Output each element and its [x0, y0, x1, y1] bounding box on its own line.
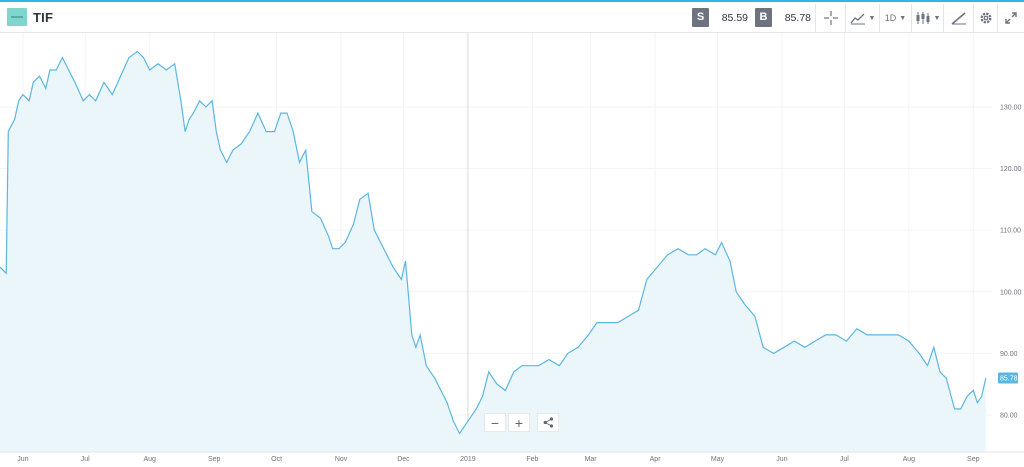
x-tick-label: Sep [967, 456, 980, 463]
top-toolbar: TIF S 85.59 B 85.78 ▼ 1D ▼ ▼ [0, 0, 1024, 33]
y-tick-label: 80.00 [1000, 413, 1018, 420]
price-area-fill [0, 51, 986, 452]
x-tick-label: Jun [17, 456, 28, 463]
y-tick-label: 100.00 [1000, 289, 1022, 296]
plus-icon: + [514, 414, 524, 431]
x-tick-label: Apr [650, 456, 662, 463]
candlestick-icon [916, 12, 930, 24]
line-chart-type-icon [850, 13, 865, 25]
x-tick-label: Dec [397, 456, 410, 463]
last-price-tag: 85.78 [998, 372, 1018, 384]
interval-label: 1D [884, 13, 897, 23]
x-tick-label: 2019 [460, 456, 476, 463]
zoom-out-button[interactable]: − [484, 413, 506, 432]
buy-price: 85.78 [784, 12, 811, 24]
interval-selector[interactable]: 1D ▼ [879, 4, 911, 32]
y-tick-label: 90.00 [1000, 351, 1018, 358]
x-tick-label: Nov [335, 456, 348, 463]
x-tick-label: Aug [144, 456, 157, 463]
x-axis-labels: Jun Jul Aug Sep Oct Nov Dec 2019 Feb Mar Apr May Jun… [17, 456, 979, 463]
x-tick-label: Sep [208, 456, 221, 463]
last-price-label: 85.78 [1000, 376, 1018, 383]
sell-button[interactable]: S [692, 8, 709, 27]
expand-icon [1005, 12, 1017, 24]
x-tick-label: Jun [776, 456, 787, 463]
price-chart[interactable]: Jun Jul Aug Sep Oct Nov Dec 2019 Feb Mar Apr May Jun… [0, 33, 1024, 467]
fullscreen-button[interactable] [997, 4, 1024, 32]
sell-price: 85.59 [721, 12, 748, 24]
chevron-down-icon: ▼ [933, 14, 941, 22]
y-axis-labels: 80.00 90.00 100.00 110.00 120.00 130.00 [1000, 104, 1022, 419]
minus-icon: − [490, 414, 500, 431]
candlestick-button[interactable]: ▼ [911, 4, 943, 32]
share-icon [543, 417, 553, 428]
last-price-tag-box [998, 372, 1018, 384]
x-tick-label: Feb [526, 456, 538, 463]
x-tick-label: Mar [585, 456, 598, 463]
y-tick-label: 130.00 [1000, 104, 1022, 111]
price-line [0, 50, 987, 435]
chevron-down-icon: ▼ [868, 14, 876, 22]
x-tick-label: Oct [271, 456, 282, 463]
x-tick-label: Jul [840, 456, 849, 463]
ticker-symbol: TIF [33, 10, 54, 25]
draw-tools-button[interactable] [943, 4, 973, 32]
share-button[interactable] [537, 413, 559, 432]
y-tick-label: 120.00 [1000, 166, 1022, 173]
company-logo [7, 8, 27, 26]
gear-icon [979, 12, 992, 24]
crosshair-button[interactable] [815, 4, 845, 32]
zoom-in-button[interactable]: + [508, 413, 530, 432]
x-tick-label: Aug [903, 456, 916, 463]
buy-button[interactable]: B [755, 8, 772, 27]
settings-button[interactable] [973, 4, 997, 32]
x-tick-label: Jul [81, 456, 90, 463]
crosshair-icon [823, 11, 838, 25]
draw-icon [950, 12, 966, 25]
chevron-down-icon: ▼ [899, 14, 907, 22]
chart-type-button[interactable]: ▼ [845, 4, 879, 32]
y-tick-label: 110.00 [1000, 228, 1021, 235]
x-tick-label: May [711, 456, 725, 463]
